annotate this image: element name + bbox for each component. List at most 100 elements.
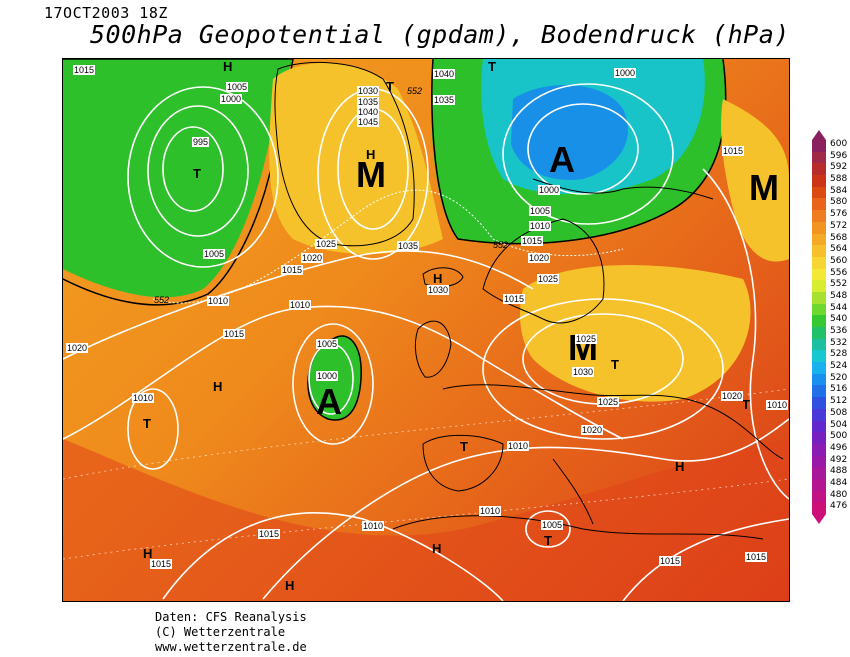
colorbar-label: 596: [830, 150, 848, 161]
footer-copyright: (C) Wetterzentrale: [155, 625, 286, 639]
pressure-label: 1010: [507, 441, 530, 451]
coastlines: [274, 62, 784, 540]
colorbar-label: 548: [830, 290, 848, 301]
colorbar-label: 528: [830, 349, 848, 360]
pressure-label: 1010: [289, 300, 312, 310]
system-A-cutoff: A: [316, 381, 342, 422]
pressure-label: 1000: [538, 185, 561, 195]
pressure-label: 1000: [316, 371, 339, 381]
pressure-label: 1010: [479, 506, 502, 516]
colorbar-label: 508: [830, 407, 848, 418]
system-T: T: [611, 357, 619, 372]
colorbar-swatch: [812, 443, 826, 456]
green-ring-east: [431, 59, 727, 245]
colorbar-swatch: [812, 315, 826, 327]
pressure-label: 1020: [581, 425, 604, 435]
colorbar-label: 536: [830, 326, 848, 336]
height-label: 552: [154, 295, 170, 305]
colorbar-swatch: [812, 408, 826, 421]
colorbar-label: 532: [830, 337, 848, 348]
colorbar-label: 484: [830, 477, 848, 488]
system-H: H: [432, 541, 442, 556]
colorbar-swatch: [812, 163, 826, 176]
lat-line-1: [63, 388, 789, 480]
pressure-label: 1020: [528, 253, 551, 263]
colorbar-label: 540: [830, 314, 848, 325]
weather-map: M A M M A H H H H H H H H T T T T T T T …: [62, 58, 790, 602]
pressure-label: 1025: [537, 274, 560, 284]
pressure-label: 1005: [226, 82, 249, 92]
system-T: T: [143, 416, 151, 431]
footer-url[interactable]: www.wetterzentrale.de: [155, 640, 307, 654]
colorbar-swatch: [812, 198, 826, 211]
colorbar-swatch: [812, 338, 826, 351]
colorbar-label: 560: [830, 255, 848, 266]
colorbar-swatch: [812, 420, 826, 433]
iberia-coast: [422, 434, 504, 492]
system-T: T: [460, 439, 468, 454]
colorbar-swatch: [812, 291, 826, 304]
pressure-label: 1025: [575, 334, 598, 344]
pressure-label: 1010: [132, 393, 155, 403]
colorbar-label: 576: [830, 209, 848, 220]
height-label: 552: [493, 240, 509, 250]
pressure-label: 1040: [357, 107, 380, 117]
pressure-label: 1000: [614, 68, 637, 78]
colorbar-top-arrow: [812, 130, 826, 140]
yellow-greenland: [269, 62, 443, 255]
colorbar-swatch: [812, 210, 826, 222]
system-A-north: A: [549, 139, 575, 180]
red-south: [63, 439, 789, 601]
colorbar-label: 500: [830, 431, 848, 442]
pressure-label: 1000: [220, 94, 243, 104]
colorbar-swatch: [812, 233, 826, 246]
map-title: 500hPa Geopotential (gpdam), Bodendruck …: [90, 20, 790, 49]
pressure-label: 1005: [316, 339, 339, 349]
pressure-label: 1035: [397, 241, 420, 251]
green-low-west: [63, 59, 293, 298]
colorbar-swatch: [812, 478, 826, 491]
colorbar-label: 552: [830, 279, 848, 290]
colorbar-label: 520: [830, 372, 848, 383]
system-H: H: [213, 379, 223, 394]
colorbar-swatch: [812, 397, 826, 409]
system-M-greenland: M: [356, 154, 386, 195]
colorbar-label: 580: [830, 197, 848, 208]
pressure-label: 1030: [427, 285, 450, 295]
colorbar-swatch: [812, 327, 826, 339]
map-graphic: [63, 59, 789, 601]
colorbar-swatch: [812, 221, 826, 234]
colorbar-label: 476: [830, 501, 848, 512]
pressure-label: 1015: [258, 529, 281, 539]
colorbar-label: 488: [830, 466, 848, 477]
yellow-central-eu: [520, 265, 751, 402]
colorbar-label: 512: [830, 396, 848, 407]
pressure-label: 1010: [766, 400, 789, 410]
system-T: T: [742, 397, 750, 412]
pressure-label: 1015: [150, 559, 173, 569]
footer-data-source: Daten: CFS Reanalysis: [155, 610, 307, 624]
colorbar-swatch: [812, 362, 826, 374]
colorbar-label: 584: [830, 185, 848, 196]
colorbar-label: 588: [830, 174, 848, 185]
colorbar-label: 516: [830, 384, 848, 395]
colorbar-label: 556: [830, 267, 848, 278]
colorbar-swatch: [812, 151, 826, 164]
yellow-east-ridge: [721, 99, 789, 262]
europe-coast: [442, 384, 784, 460]
map-date: 17OCT2003 18Z: [44, 4, 168, 22]
colorbar-swatch: [812, 186, 826, 199]
colorbar-swatch: [812, 256, 826, 269]
system-T: T: [488, 59, 496, 74]
colorbar-label: 492: [830, 454, 848, 465]
colorbar-label: 504: [830, 419, 848, 430]
africa-coast: [392, 515, 764, 540]
lat-line-2: [63, 478, 789, 560]
system-H: H: [143, 546, 153, 561]
pressure-label: 1010: [207, 296, 230, 306]
colorbar-swatch: [812, 303, 826, 316]
pressure-label: 1035: [357, 97, 380, 107]
system-H: H: [433, 271, 443, 286]
pressure-label: 1005: [203, 249, 226, 259]
system-T: T: [544, 533, 552, 548]
